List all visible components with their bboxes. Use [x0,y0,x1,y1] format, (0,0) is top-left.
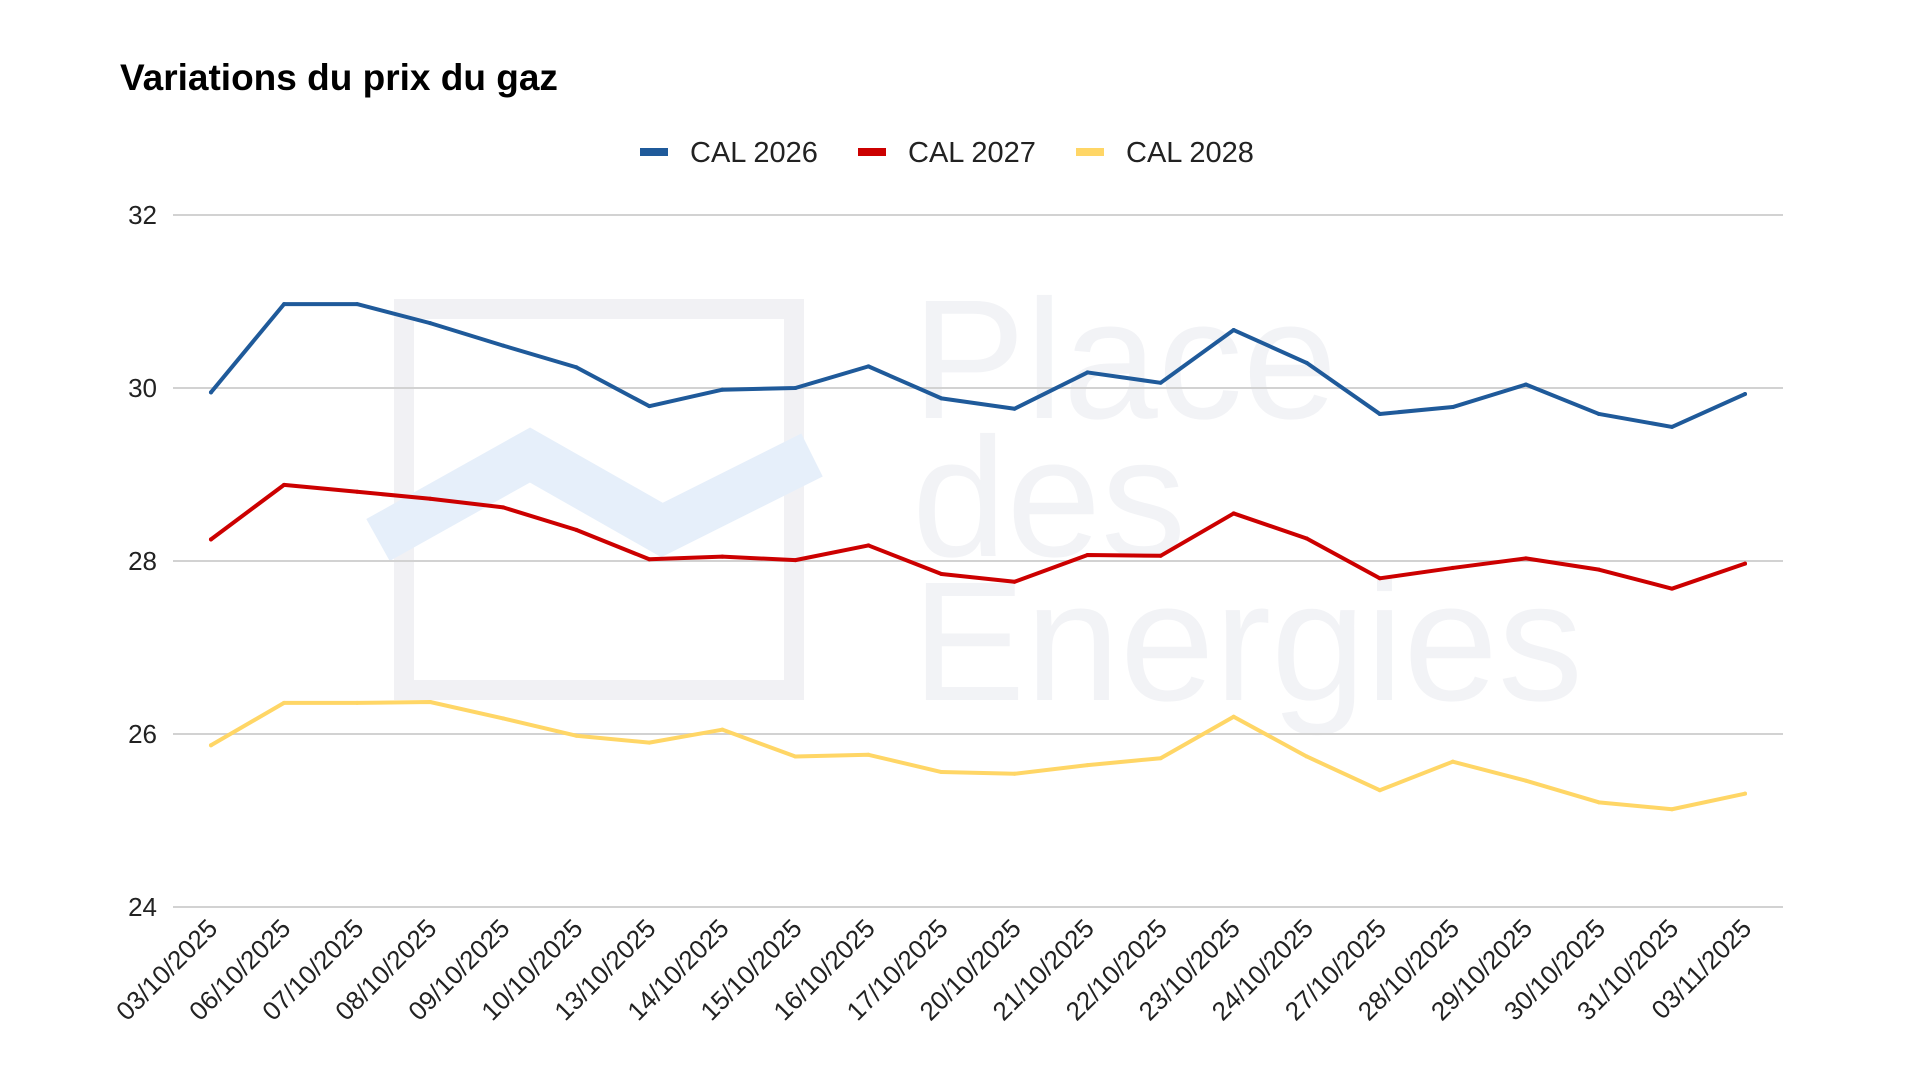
data-point [866,752,871,757]
data-point [355,700,360,705]
data-point [355,302,360,307]
data-point [1085,763,1090,768]
series-1 [209,302,1747,429]
data-point [939,396,944,401]
watermark-chevron-icon [366,427,823,561]
data-point [793,386,798,390]
x-axis: 03/10/202506/10/202507/10/202508/10/2025… [110,913,1757,1026]
data-point [1158,553,1163,558]
y-tick-label: 26 [128,719,157,749]
data-point [1377,411,1382,416]
data-point [1012,406,1017,411]
data-point [209,743,213,748]
legend-item: CAL 2026 [640,137,818,169]
data-point [1450,405,1455,410]
watermark-line-1: Place [912,265,1337,455]
series-layer [209,302,1747,812]
data-point [1596,411,1601,416]
data-point [1158,380,1163,385]
y-tick-label: 28 [128,546,157,576]
watermark-line-3: Energies [912,547,1583,737]
series-3 [209,699,1747,812]
data-point [720,554,725,559]
data-point [1085,552,1090,557]
data-point [428,699,433,704]
data-point [574,527,579,532]
data-point [1012,771,1017,776]
data-point [574,733,579,738]
series-line [209,699,1747,812]
data-point [1596,567,1601,572]
data-point [1669,424,1674,429]
y-axis: 24 26 28 30 32 [128,200,157,922]
legend-item: CAL 2028 [1076,137,1254,169]
data-point [1377,576,1382,581]
data-point [1158,756,1163,761]
y-tick-label: 24 [128,892,157,922]
data-point [1450,565,1455,570]
legend-swatch [1076,148,1104,156]
data-point [793,558,798,563]
data-point [939,770,944,775]
legend: CAL 2026 CAL 2027 CAL 2028 [640,137,1254,169]
y-tick-label: 32 [128,200,157,230]
data-point [1012,579,1017,584]
data-point [428,321,433,326]
data-point [1669,586,1674,591]
data-point [1523,382,1528,387]
data-point [282,700,287,705]
data-point [1304,754,1309,759]
data-point [1085,370,1090,375]
data-point [1523,778,1528,783]
data-point [1304,536,1309,541]
legend-item: CAL 2027 [858,137,1036,169]
data-point [793,754,798,759]
data-point [647,404,652,409]
data-point [574,365,579,370]
data-point [1743,392,1747,397]
data-point [282,302,287,307]
legend-swatch [640,148,668,156]
data-point [939,571,944,576]
data-point [1743,791,1747,796]
chart-title: Variations du prix du gaz [120,57,558,98]
data-point [1669,807,1674,812]
data-point [209,390,213,395]
data-point [501,716,506,721]
data-point [866,543,871,548]
data-point [428,496,433,501]
legend-swatch [858,148,886,156]
data-point [501,505,506,510]
data-point [1231,714,1236,719]
data-point [1743,561,1747,566]
legend-label: CAL 2027 [908,137,1036,169]
series-line [209,482,1747,591]
data-point [355,489,360,494]
data-point [720,387,725,392]
data-point [647,740,652,745]
y-tick-label: 30 [128,373,157,403]
data-point [1450,759,1455,764]
legend-label: CAL 2028 [1126,137,1254,169]
data-point [209,537,213,542]
watermark-logo: Place des Energies [366,265,1583,737]
data-point [1523,556,1528,561]
data-point [1377,788,1382,793]
data-point [1231,328,1236,333]
data-point [1304,360,1309,365]
data-point [647,557,652,562]
data-point [501,343,506,348]
legend-label: CAL 2026 [690,137,818,169]
data-point [1231,511,1236,516]
data-point [1596,800,1601,805]
data-point [866,364,871,369]
series-line [209,302,1747,429]
data-point [282,482,287,487]
data-point [720,727,725,732]
series-2 [209,482,1747,591]
